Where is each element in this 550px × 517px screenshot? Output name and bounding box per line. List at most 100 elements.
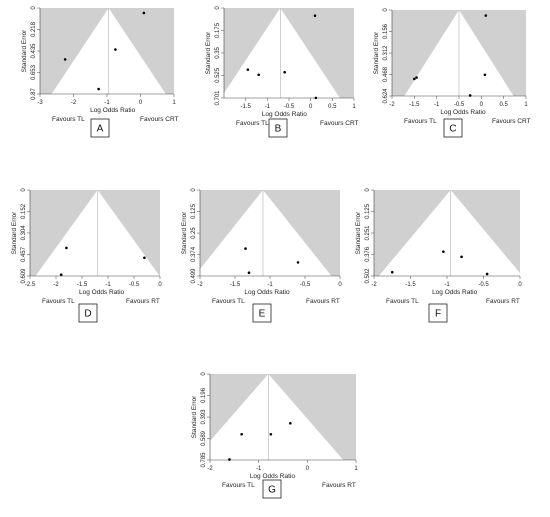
y-tick-label: 0.152 xyxy=(21,203,27,219)
x-tick-label: 0 xyxy=(306,466,310,472)
x-axis-label: Log Odds Ratio xyxy=(432,289,478,296)
study-point xyxy=(483,73,487,77)
y-tick-label: 0 xyxy=(215,6,221,10)
study-point xyxy=(228,458,231,461)
study-point xyxy=(415,76,418,79)
y-tick-label: 0.196 xyxy=(201,387,207,403)
study-point xyxy=(289,421,292,425)
y-tick-label: 0.457 xyxy=(21,246,27,262)
y-axis-label: Standard Error xyxy=(205,31,212,74)
y-axis-label: Standard Error xyxy=(21,29,28,72)
y-axis-label: Standard Error xyxy=(191,395,198,438)
y-tick-label: 0.502 xyxy=(365,268,371,284)
study-point xyxy=(314,96,318,100)
panel-label: G xyxy=(268,485,276,496)
x-tick-label: 0.5 xyxy=(499,102,508,108)
study-point xyxy=(484,14,488,17)
x-tick-label: -1 xyxy=(267,282,273,288)
funnel-plot-b: -1.5 -1 -0.5 0 0.5 1 0 0.175 0.35 0.525 0.701 Log O… xyxy=(205,6,359,138)
y-tick-label: 0.499 xyxy=(191,268,197,284)
x-tick-label: 0 xyxy=(518,282,522,288)
y-tick-label: 0.175 xyxy=(215,22,221,38)
x-tick-label: -0.5 xyxy=(284,104,295,110)
panel-label-box xyxy=(428,303,448,323)
funnel-plot-a: -3 -2 -1 0 1 0 0.218 0.435 0.653 0.87 Log Odds Rat… xyxy=(21,6,179,138)
y-tick-label: 0.609 xyxy=(21,268,27,284)
panel-label-box xyxy=(268,118,288,138)
y-tick-label: 0.468 xyxy=(383,66,389,82)
funnel-plot-g: -2 -1 0 1 0 0.196 0.393 0.589 0.785 Log Odds Rati… xyxy=(191,372,358,499)
study-point xyxy=(413,77,416,81)
x-axis-label: Log Odds Ratio xyxy=(90,107,136,114)
y-tick-label: 0.156 xyxy=(383,23,389,39)
y-tick-label: 0 xyxy=(365,188,371,192)
study-point xyxy=(143,256,146,260)
study-point xyxy=(442,250,445,253)
study-point xyxy=(390,270,394,274)
favours-right-label: Favours CRT xyxy=(140,116,179,123)
y-tick-label: 0.35 xyxy=(215,46,221,58)
y-tick-label: 0.312 xyxy=(383,45,389,61)
study-point xyxy=(63,58,67,61)
x-tick-label: 0.5 xyxy=(328,104,337,110)
x-axis-label: Log Odds Ratio xyxy=(79,289,125,296)
study-point xyxy=(97,87,100,91)
favours-right-label: Favours CRT xyxy=(492,118,531,125)
y-tick-label: 0.785 xyxy=(201,452,207,468)
study-point xyxy=(240,432,243,436)
y-tick-label: 0.25 xyxy=(191,227,197,239)
favours-left-label: Favours TL xyxy=(212,298,245,305)
y-tick-label: 0 xyxy=(201,372,207,376)
study-point xyxy=(485,272,489,276)
study-point xyxy=(313,14,317,18)
x-tick-label: -2 xyxy=(53,282,59,288)
y-tick-label: 0.125 xyxy=(191,203,197,219)
y-tick-label: 0.624 xyxy=(383,88,389,104)
x-tick-label: -1.5 xyxy=(405,282,416,288)
study-point xyxy=(257,73,260,77)
x-tick-label: -3 xyxy=(37,100,43,106)
y-tick-label: 0.218 xyxy=(31,21,37,37)
x-tick-label: 0 xyxy=(309,104,313,110)
funnel-plot-c: -2 -1.5 -1 -0.5 0 0.5 1 0 0.156 0.312 0.468 0.624 Lo… xyxy=(373,8,531,138)
x-tick-label: 1 xyxy=(524,102,528,108)
favours-right-label: Favours RT xyxy=(126,298,160,305)
x-tick-label: -1.5 xyxy=(409,102,420,108)
favours-right-label: Favours RT xyxy=(306,298,340,305)
panel-label-box xyxy=(443,118,463,138)
panel-label: A xyxy=(97,124,104,135)
y-tick-label: 0.701 xyxy=(215,90,221,106)
panel-label: C xyxy=(449,124,456,135)
panel-label: E xyxy=(259,309,266,320)
x-tick-label: -0.5 xyxy=(129,282,140,288)
x-tick-label: -1 xyxy=(265,104,271,110)
x-tick-label: -2.5 xyxy=(25,282,36,288)
y-tick-label: 0 xyxy=(383,8,389,12)
study-point xyxy=(269,432,273,436)
x-axis-label: Log Odds Ratio xyxy=(250,473,296,480)
y-tick-label: 0.125 xyxy=(365,203,371,219)
x-tick-label: 1 xyxy=(354,466,358,472)
x-tick-label: 0 xyxy=(139,100,143,106)
favours-left-label: Favours TL xyxy=(42,298,75,305)
x-tick-label: -2 xyxy=(71,100,77,106)
y-tick-label: 0.374 xyxy=(191,246,197,262)
x-tick-label: -1 xyxy=(104,100,110,106)
x-tick-label: -1.5 xyxy=(240,104,251,110)
favours-left-label: Favours TL xyxy=(222,482,255,489)
favours-left-label: Favours TL xyxy=(386,298,419,305)
study-point xyxy=(65,246,68,250)
x-axis-label: Log Odds Ratio xyxy=(440,109,486,116)
x-tick-label: 1 xyxy=(172,100,176,106)
x-tick-label: -1 xyxy=(256,466,262,472)
x-tick-label: -2 xyxy=(197,282,203,288)
x-tick-label: -0.5 xyxy=(454,102,465,108)
y-axis-label: Standard Error xyxy=(355,211,362,254)
y-tick-label: 0.653 xyxy=(31,64,37,80)
x-axis-label: Log Odds Ratio xyxy=(262,111,308,118)
study-point xyxy=(283,70,286,74)
panel-label-box xyxy=(262,479,282,499)
panel-label-box xyxy=(78,303,98,323)
favours-right-label: Favours RT xyxy=(322,482,356,489)
study-point xyxy=(296,261,300,264)
